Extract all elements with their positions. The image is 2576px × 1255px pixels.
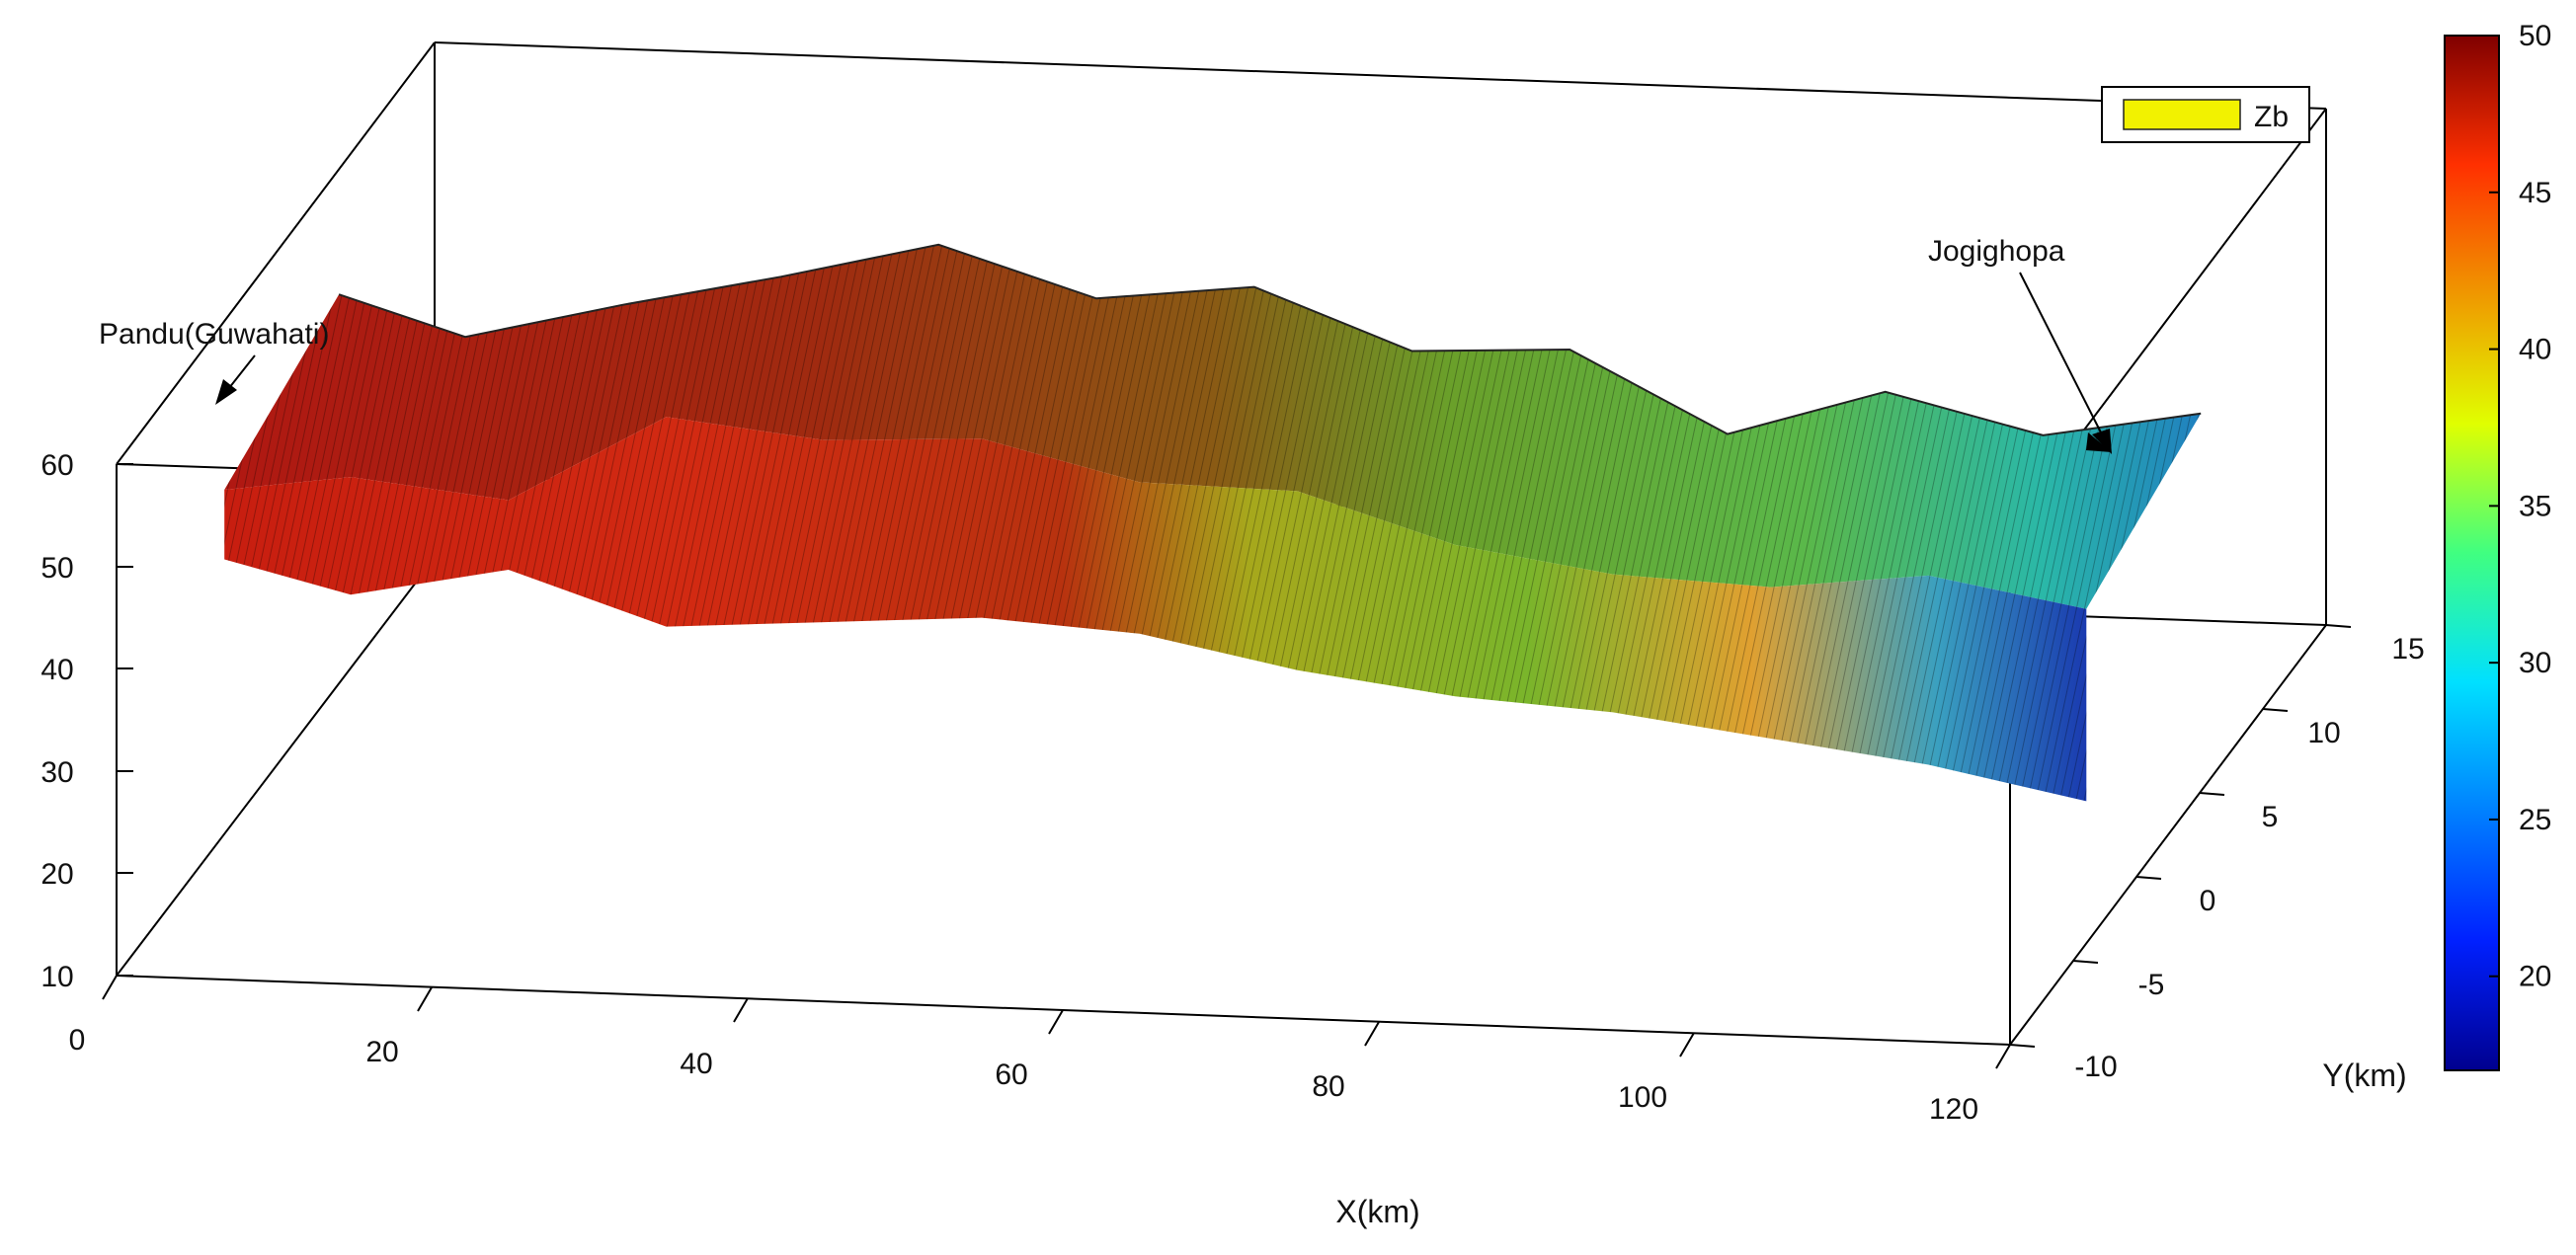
y-tick-label: -5 xyxy=(2138,969,2165,1001)
x-axis-title: X(km) xyxy=(1335,1194,1419,1229)
legend-swatch xyxy=(2123,99,2241,130)
x-axis: 0 20 40 60 80 100 120 X(km) xyxy=(69,975,2011,1229)
surface-ridge-line xyxy=(338,243,2202,436)
surface-front-hatch xyxy=(224,417,2087,802)
colorbar-tick-label: 40 xyxy=(2519,334,2551,366)
x-tick-label: 60 xyxy=(995,1059,1027,1091)
y-axis: -10 -5 0 5 10 15 Y(km) xyxy=(2009,624,2425,1093)
y-axis-title: Y(km) xyxy=(2322,1058,2406,1093)
annotation-pandu-label: Pandu(Guwahati) xyxy=(99,318,329,351)
x-tick-label: 120 xyxy=(1929,1093,1978,1126)
z-tick-label: 50 xyxy=(40,552,73,585)
annotation-jogighopa-marker xyxy=(2086,432,2112,452)
x-tick-label: 40 xyxy=(680,1048,712,1080)
colorbar: 20 25 30 35 40 45 50 xyxy=(2444,20,2551,1071)
x-tick-label: 0 xyxy=(69,1024,86,1057)
annotation-pandu-arrowhead xyxy=(215,379,237,405)
z-axis: 10 20 30 40 50 60 xyxy=(40,449,133,993)
x-tick-label: 80 xyxy=(1312,1070,1344,1103)
y-tick-label: 10 xyxy=(2307,717,2340,749)
colorbar-tick-label: 50 xyxy=(2519,20,2551,52)
colorbar-tick-label: 25 xyxy=(2519,804,2551,836)
x-tick-label: 100 xyxy=(1618,1081,1667,1114)
z-tick-label: 40 xyxy=(40,654,73,686)
basement-surface xyxy=(224,243,2202,802)
annotation-jogighopa: Jogighopa xyxy=(1928,235,2112,454)
y-tick-label: 0 xyxy=(2200,885,2216,917)
annotation-jogighopa-arrowhead xyxy=(2092,429,2112,454)
z-tick-label: 30 xyxy=(40,756,73,789)
colorbar-tick-label: 35 xyxy=(2519,490,2551,522)
z-tick-label: 20 xyxy=(40,858,73,891)
z-tick-label: 10 xyxy=(40,961,73,993)
z-tick-label: 60 xyxy=(40,449,73,482)
annotation-jogighopa-label: Jogighopa xyxy=(1928,235,2065,268)
x-tick-label: 20 xyxy=(365,1036,398,1068)
legend: Zb xyxy=(2101,86,2310,143)
y-tick-label: 15 xyxy=(2391,633,2424,666)
legend-label: Zb xyxy=(2254,101,2289,133)
y-tick-label: -10 xyxy=(2074,1051,2117,1083)
colorbar-tick-label: 30 xyxy=(2519,647,2551,679)
colorbar-tick-label: 45 xyxy=(2519,177,2551,209)
y-tick-label: 5 xyxy=(2262,801,2279,833)
colorbar-gradient xyxy=(2444,35,2500,1071)
surface-top-hatch xyxy=(224,244,2202,609)
annotation-pandu: Pandu(Guwahati) xyxy=(99,318,329,405)
annotation-jogighopa-arrow xyxy=(2019,272,2103,435)
colorbar-tick-label: 20 xyxy=(2519,961,2551,993)
